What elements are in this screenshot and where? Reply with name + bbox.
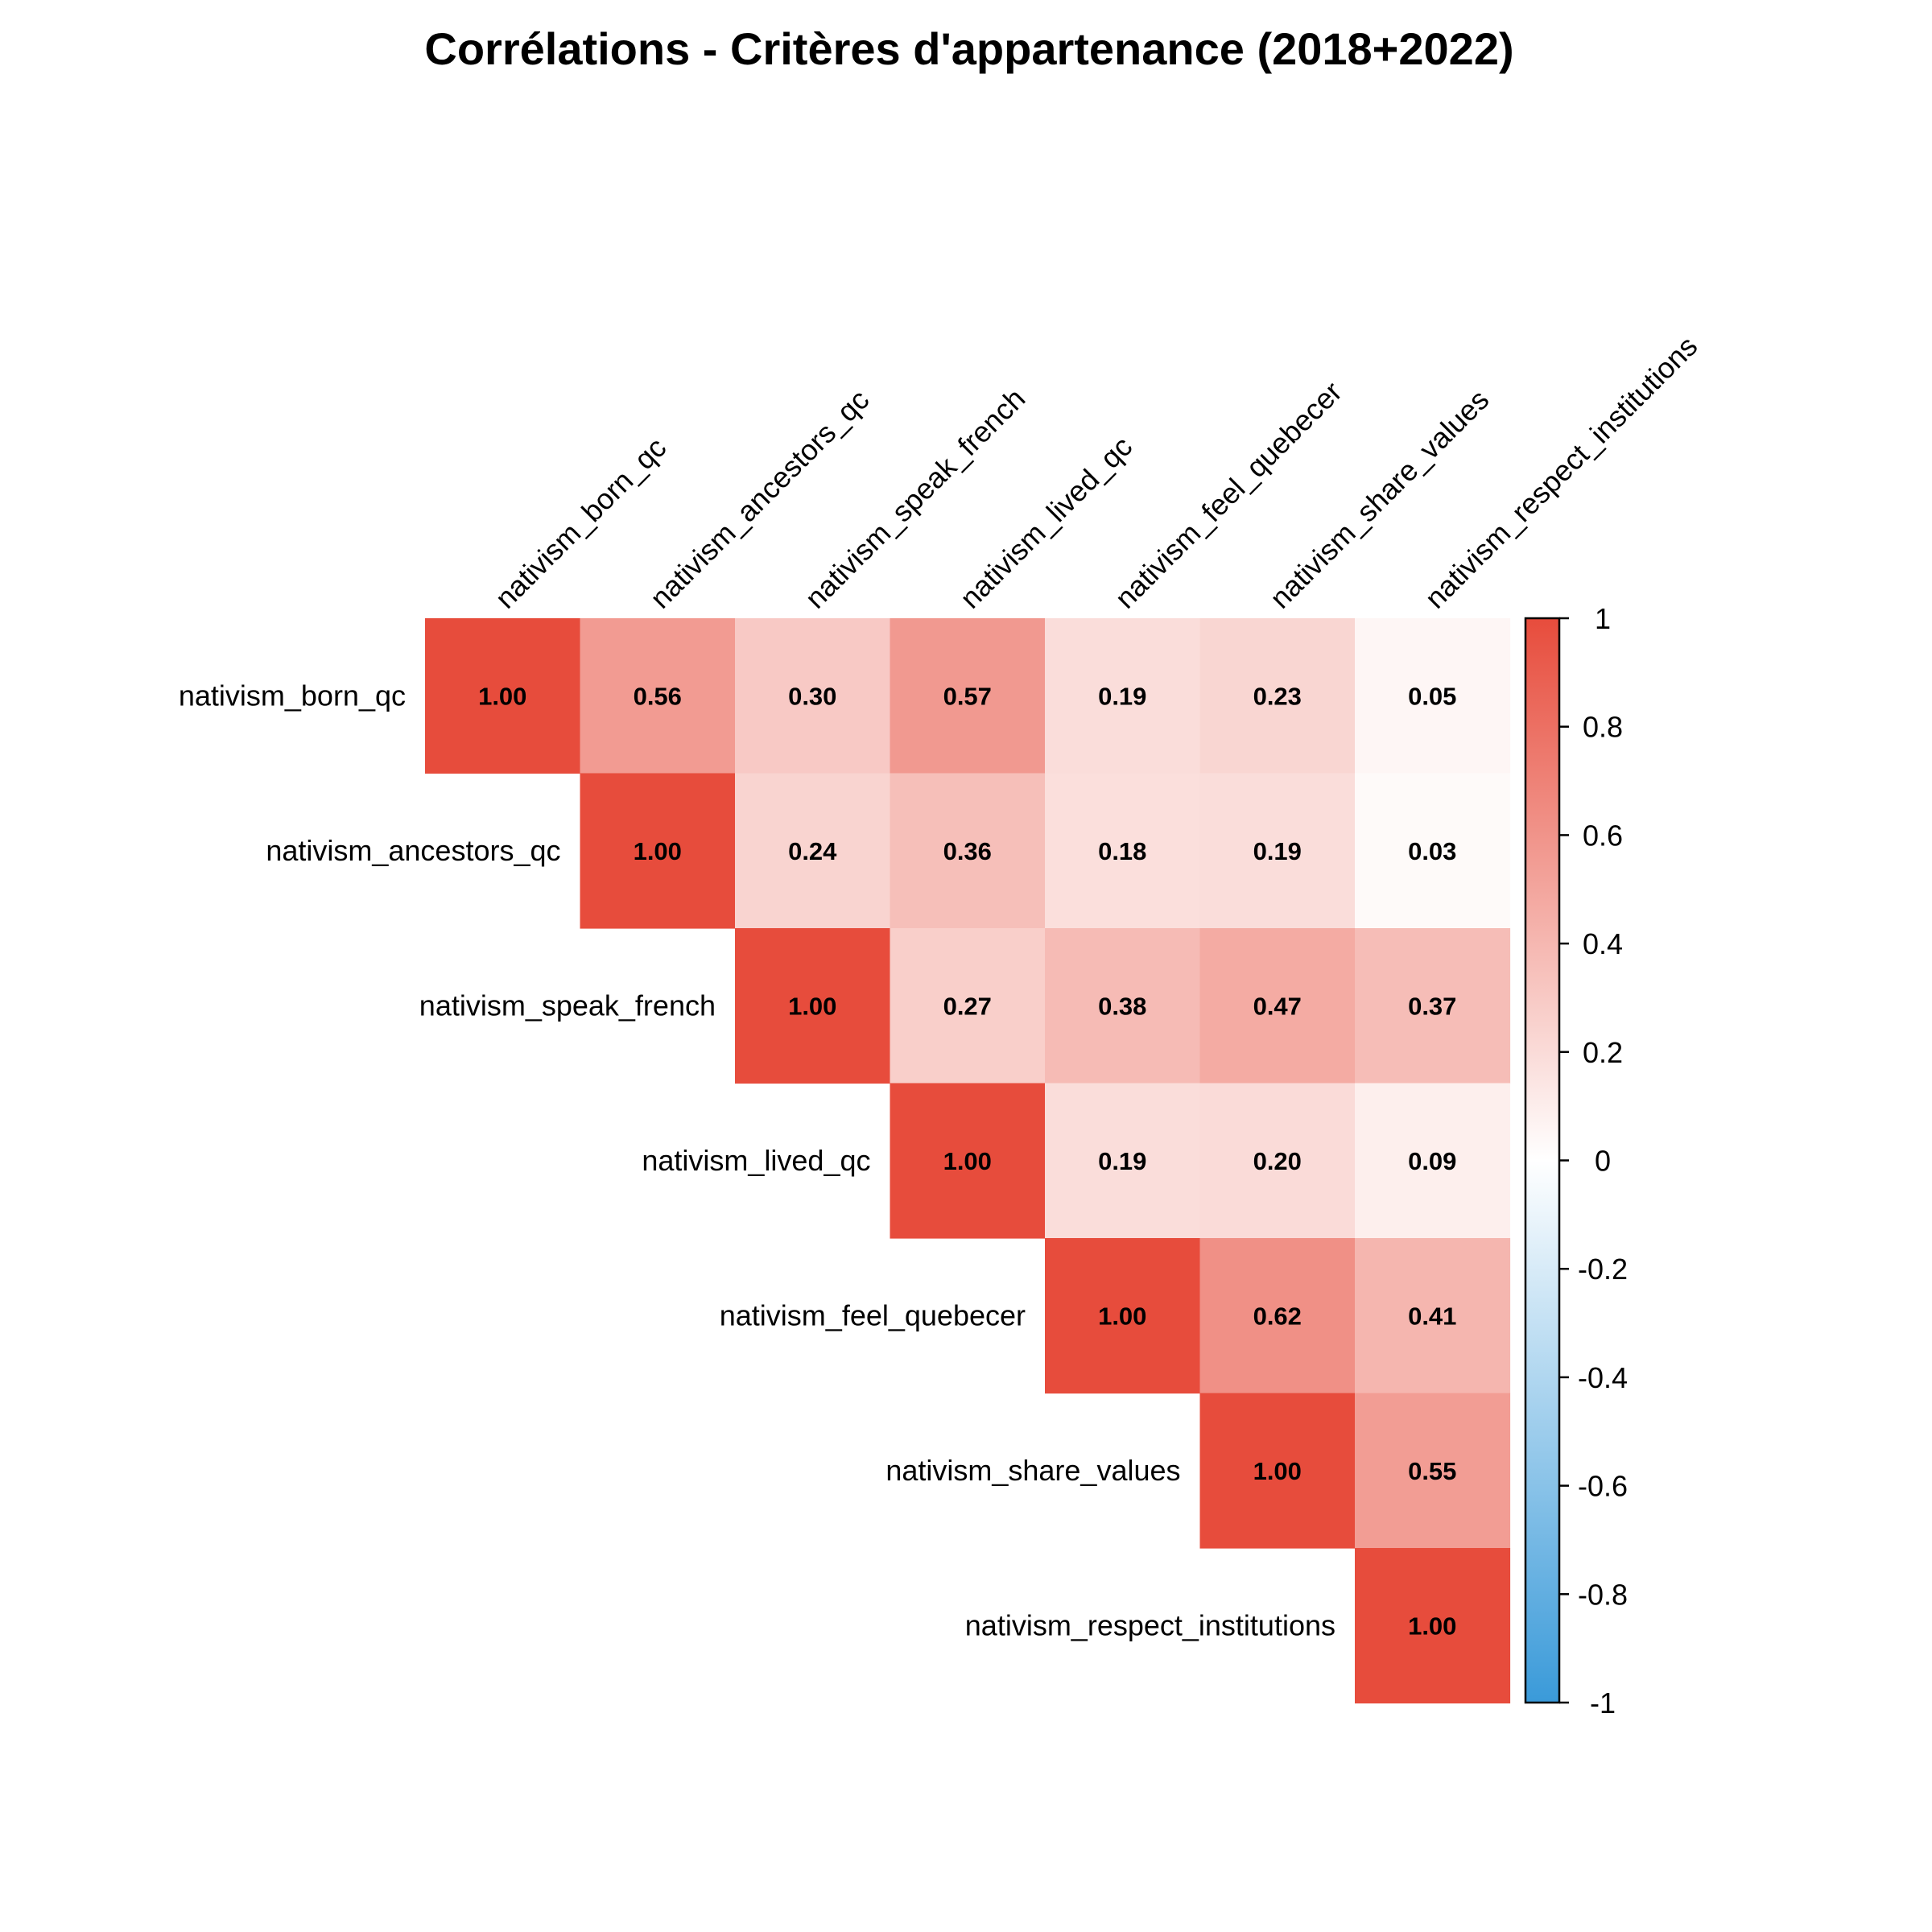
heatmap-cell	[1199, 618, 1356, 774]
cell-value-label: 0.37	[1408, 992, 1456, 1020]
row-label: nativism_feel_quebecer	[720, 1298, 1026, 1331]
heatmap-cell	[1355, 1238, 1511, 1394]
cell-value-label: 0.30	[788, 682, 836, 710]
row-label: nativism_born_qc	[179, 679, 406, 712]
heatmap-cells: 1.00 0.56 0.30 0.57 0.19 0.23 0.05 1.00 0.24 0.36…	[425, 618, 1511, 1704]
cell-value-label: 0.23	[1253, 682, 1302, 710]
cell-value-label: 0.24	[788, 837, 837, 865]
chart-title: Corrélations - Critères d'appartenance (…	[424, 23, 1513, 74]
cell-value-label: 0.19	[1253, 837, 1302, 865]
heatmap-cell	[580, 618, 736, 774]
legend-tick-label: -0.8	[1578, 1578, 1628, 1611]
legend-tick-label: 0	[1595, 1145, 1611, 1178]
cell-value-label: 0.47	[1253, 992, 1302, 1020]
heatmap-cell	[1045, 928, 1201, 1084]
heatmap-cell	[1355, 928, 1511, 1084]
heatmap-cell	[1045, 773, 1201, 929]
cell-value-label: 0.19	[1098, 1147, 1146, 1175]
cell-value-label: 1.00	[478, 682, 526, 710]
heatmap-cell	[1199, 1238, 1356, 1394]
heatmap-cell	[1045, 1238, 1201, 1394]
heatmap-cell	[425, 618, 581, 774]
row-label: nativism_respect_institutions	[965, 1608, 1335, 1641]
cell-value-label: 0.27	[943, 992, 992, 1020]
column-label: nativism_respect_institutions	[1418, 329, 1703, 614]
heatmap-cell	[1355, 773, 1511, 929]
heatmap-cell	[1199, 928, 1356, 1084]
cell-value-label: 0.05	[1408, 682, 1456, 710]
row-label: nativism_lived_qc	[642, 1144, 870, 1177]
heatmap-cell	[1199, 773, 1356, 929]
heatmap-cell	[580, 773, 736, 929]
cell-value-label: 0.03	[1408, 837, 1456, 865]
heatmap-cell	[1355, 1548, 1511, 1704]
row-label: nativism_ancestors_qc	[266, 834, 560, 867]
heatmap-cell	[735, 618, 891, 774]
color-legend-ticks: 1 0.8 0.6 0.4 0.2 0 -0.2 -0.4 -0.6 -0.8 -1	[1559, 602, 1628, 1719]
heatmap-cell	[890, 1083, 1046, 1239]
cell-value-label: 0.56	[634, 682, 682, 710]
legend-tick-label: 0.4	[1583, 927, 1623, 960]
row-label: nativism_speak_french	[419, 989, 716, 1022]
heatmap-cell	[890, 773, 1046, 929]
legend-tick-label: -0.6	[1578, 1470, 1628, 1503]
heatmap-cell	[1045, 1083, 1201, 1239]
cell-value-label: 1.00	[1253, 1457, 1302, 1485]
heatmap-cell	[735, 773, 891, 929]
row-labels: nativism_born_qc nativism_ancestors_qcnat…	[179, 679, 1335, 1641]
heatmap-cell	[1199, 1083, 1356, 1239]
cell-value-label: 0.20	[1253, 1147, 1302, 1175]
color-legend-bar	[1524, 617, 1561, 1704]
heatmap-cell	[1355, 618, 1511, 774]
cell-value-label: 1.00	[943, 1147, 992, 1175]
legend-tick-label: 1	[1595, 602, 1611, 635]
legend-tick-label: -0.2	[1578, 1253, 1628, 1286]
heatmap-cell	[890, 618, 1046, 774]
cell-value-label: 1.00	[1098, 1302, 1146, 1330]
column-label: nativism_born_qc	[489, 431, 673, 615]
column-labels: nativism_born_qcnativism_ancestors_qcnat…	[489, 329, 1703, 614]
cell-value-label: 0.18	[1098, 837, 1146, 865]
color-legend: 1 0.8 0.6 0.4 0.2 0 -0.2 -0.4 -0.6 -0.8 -1	[1524, 602, 1628, 1719]
legend-tick-label: 0.6	[1583, 819, 1623, 852]
legend-tick-label: -0.4	[1578, 1361, 1628, 1394]
legend-tick-label: 0.8	[1583, 711, 1623, 744]
cell-value-label: 0.41	[1408, 1302, 1456, 1330]
cell-value-label: 1.00	[788, 992, 836, 1020]
cell-value-label: 0.38	[1098, 992, 1146, 1020]
cell-value-label: 0.55	[1408, 1457, 1456, 1485]
heatmap-cell	[1355, 1393, 1511, 1549]
heatmap-cell	[735, 928, 891, 1084]
cell-value-label: 0.62	[1253, 1302, 1302, 1330]
heatmap-cell	[890, 928, 1046, 1084]
cell-value-label: 0.09	[1408, 1147, 1456, 1175]
legend-tick-label: 0.2	[1583, 1036, 1623, 1069]
heatmap-cell	[1045, 618, 1201, 774]
cell-value-label: 0.36	[943, 837, 992, 865]
cell-value-label: 1.00	[1408, 1612, 1456, 1640]
legend-tick-label: -1	[1590, 1686, 1616, 1719]
cell-value-label: 0.19	[1098, 682, 1146, 710]
heatmap-cell	[1355, 1083, 1511, 1239]
heatmap-cell	[1199, 1393, 1356, 1549]
cell-value-label: 0.57	[943, 682, 992, 710]
row-label: nativism_share_values	[886, 1454, 1180, 1487]
column-label: nativism_lived_qc	[953, 430, 1138, 615]
cell-value-label: 1.00	[634, 837, 682, 865]
